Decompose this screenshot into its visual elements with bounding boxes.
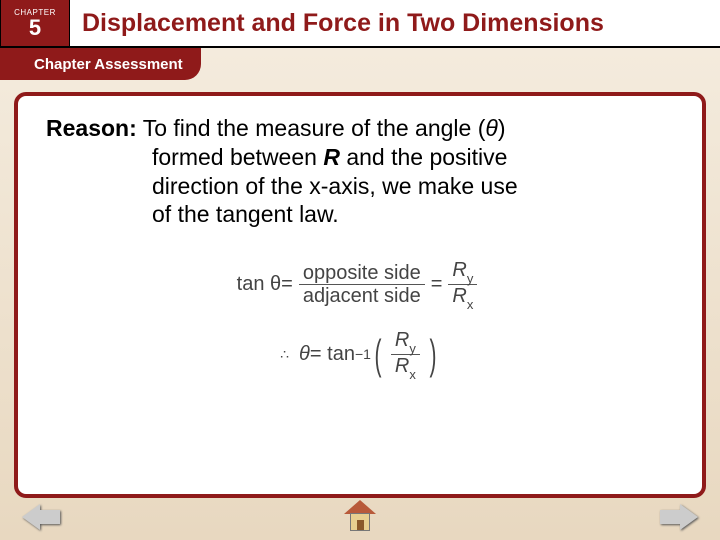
reason-label: Reason: — [46, 115, 137, 141]
subheader-bar: Chapter Assessment — [0, 48, 720, 80]
eq1-den-rsub: x — [467, 297, 474, 312]
eq1-fraction-words: opposite side adjacent side — [299, 262, 425, 307]
eq2-den: Rx — [391, 355, 420, 380]
reason-line-4: of the tangent law. — [46, 200, 674, 229]
prev-button[interactable] — [22, 502, 64, 532]
reason-text: Reason: To find the measure of the angle… — [46, 114, 674, 229]
equation-block: tan θ = opposite side adjacent side = Ry… — [46, 259, 674, 380]
vector-r: R — [323, 144, 340, 170]
reason-text-1b: ) — [498, 115, 506, 141]
header-bar: CHAPTER 5 Displacement and Force in Two … — [0, 0, 720, 48]
home-body-icon — [350, 513, 370, 531]
chapter-number: 5 — [29, 17, 41, 39]
left-paren: ( — [374, 342, 381, 367]
eq2-num-sub: y — [409, 341, 416, 356]
eq1-equals-1: = — [281, 273, 293, 296]
therefore-symbol: ∴ — [280, 346, 287, 363]
eq2-den-base: R — [395, 355, 409, 377]
equation-1: tan θ = opposite side adjacent side = Ry… — [237, 259, 484, 311]
eq1-den-rbase: R — [452, 285, 466, 307]
eq1-den-words: adjacent side — [299, 285, 425, 307]
eq2-paren-group: ( Ry Rx ) — [371, 329, 440, 381]
eq1-equals-2: = — [431, 273, 443, 296]
eq2-den-sub: x — [409, 367, 416, 382]
eq1-lhs: tan θ — [237, 273, 281, 296]
eq1-num-rbase: R — [452, 259, 466, 281]
eq1-num-rsub: y — [467, 271, 474, 286]
arrow-right-icon — [680, 504, 698, 530]
reason-line-2: formed between R and the positive — [46, 143, 674, 172]
reason-line-3: direction of the x-axis, we make use — [46, 172, 674, 201]
arrow-left-icon — [22, 504, 40, 530]
home-roof-icon — [344, 500, 376, 514]
eq2-num-base: R — [395, 329, 409, 351]
eq2-fraction: Ry Rx — [391, 329, 420, 381]
subheader-accent — [0, 48, 20, 80]
eq1-den-r: Rx — [448, 285, 477, 310]
nav-bar — [0, 500, 720, 534]
home-button[interactable] — [344, 500, 376, 534]
eq2-inverse: −1 — [355, 346, 371, 362]
eq1-num-words: opposite side — [299, 262, 425, 285]
content-area: Reason: To find the measure of the angle… — [14, 92, 706, 498]
reason-text-2b: and the positive — [340, 144, 508, 170]
reason-text-2a: formed between — [152, 144, 323, 170]
eq1-fraction-r: Ry Rx — [448, 259, 477, 311]
eq2-num: Ry — [391, 329, 420, 355]
right-paren: ) — [429, 342, 436, 367]
chapter-badge: CHAPTER 5 — [0, 0, 70, 47]
next-button[interactable] — [656, 502, 698, 532]
theta-symbol: θ — [485, 115, 497, 141]
reason-text-1a: To find the measure of the angle ( — [137, 115, 486, 141]
content-inner: Reason: To find the measure of the angle… — [22, 100, 698, 490]
equation-2: ∴ θ = tan−1 ( Ry Rx ) — [280, 329, 440, 381]
eq2-theta: θ — [299, 343, 310, 366]
slide: CHAPTER 5 Displacement and Force in Two … — [0, 0, 720, 540]
subheader-label: Chapter Assessment — [20, 48, 201, 80]
page-title: Displacement and Force in Two Dimensions — [70, 9, 720, 38]
eq1-num-r: Ry — [448, 259, 477, 285]
eq2-equals-tan: = tan — [310, 343, 355, 366]
